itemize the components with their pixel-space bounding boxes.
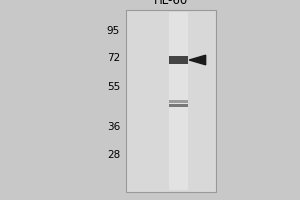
Bar — [169, 104, 188, 107]
Text: 55: 55 — [107, 82, 120, 92]
Bar — [126, 10, 216, 192]
Bar — [169, 12, 188, 190]
Text: 95: 95 — [107, 26, 120, 36]
Text: 36: 36 — [107, 122, 120, 132]
Bar — [169, 56, 188, 64]
Text: 72: 72 — [107, 53, 120, 63]
Polygon shape — [189, 55, 206, 65]
Bar — [169, 100, 188, 103]
Text: 28: 28 — [107, 150, 120, 160]
Text: HL-60: HL-60 — [154, 0, 188, 7]
